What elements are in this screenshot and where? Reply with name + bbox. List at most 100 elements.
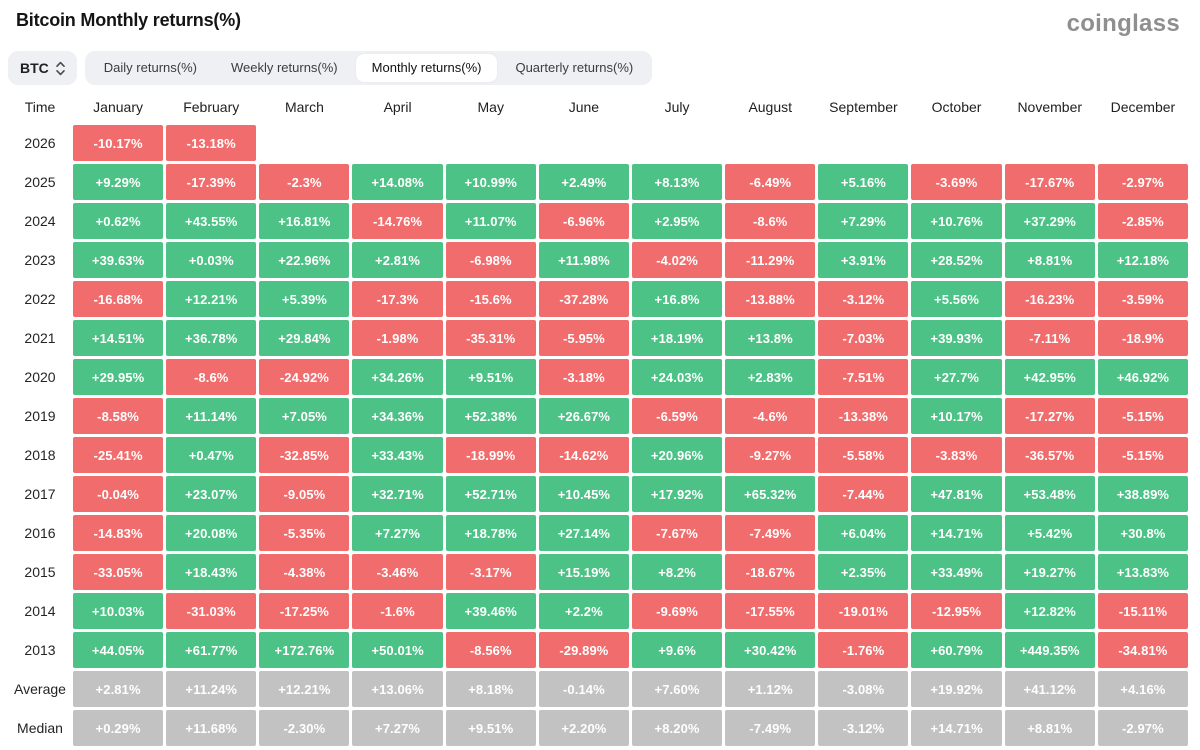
- row-label: 2013: [24, 642, 56, 658]
- table-row-2016: 2016 -14.83% +20.08% -5.35% +7.27% +18.78% +27…: [10, 515, 1188, 551]
- return-cell: +27.14%: [538, 515, 629, 551]
- column-header-october: October: [931, 99, 982, 115]
- return-cell: +36.78%: [166, 320, 257, 356]
- return-cell: +24.03%: [631, 359, 723, 395]
- return-cell: +8.20%: [631, 710, 723, 746]
- row-label: 2025: [24, 174, 56, 190]
- return-cell: +12.18%: [1097, 242, 1188, 278]
- return-cell: +22.96%: [259, 242, 350, 278]
- return-cell: +34.36%: [352, 398, 443, 434]
- return-cell: -24.92%: [259, 359, 350, 395]
- row-label: 2022: [24, 291, 56, 307]
- return-cell: [632, 125, 722, 161]
- row-label: 2023: [24, 252, 56, 268]
- tab-daily-returns[interactable]: Daily returns(%): [103, 60, 197, 76]
- return-cell: -37.28%: [538, 281, 629, 317]
- return-cell: -3.69%: [911, 164, 1002, 200]
- return-cell: -5.95%: [538, 320, 629, 356]
- table-row-2024: 2024 +0.62% +43.55% +16.81% -14.76% +11.07% -6…: [10, 203, 1188, 239]
- return-cell: -35.31%: [445, 320, 536, 356]
- return-cell: -18.67%: [725, 554, 816, 590]
- return-cell: -17.67%: [1004, 164, 1095, 200]
- return-cell: -3.12%: [818, 281, 909, 317]
- return-cell: -1.6%: [352, 593, 443, 629]
- return-cell: -29.89%: [538, 632, 629, 668]
- symbol-select[interactable]: BTC: [8, 51, 77, 85]
- return-cell: +9.6%: [631, 632, 723, 668]
- row-label: 2026: [24, 135, 56, 151]
- return-cell: +7.05%: [259, 398, 350, 434]
- returns-period-tabs: Daily returns(%) Weekly returns(%) Month…: [84, 51, 653, 85]
- table-row-average: Average +2.81% +11.24% +12.21% +13.06% +8.18%…: [10, 671, 1188, 707]
- return-cell: +29.95%: [73, 359, 164, 395]
- table-row-2022: 2022 -16.68% +12.21% +5.39% -17.3% -15.6% -37.…: [10, 281, 1188, 317]
- return-cell: [725, 125, 815, 161]
- return-cell: +26.67%: [538, 398, 629, 434]
- column-header-june: June: [568, 99, 600, 115]
- return-cell: +5.42%: [1004, 515, 1095, 551]
- return-cell: -18.99%: [445, 437, 536, 473]
- return-cell: -2.97%: [1097, 164, 1188, 200]
- row-label: 2018: [24, 447, 56, 463]
- return-cell: +20.96%: [631, 437, 723, 473]
- return-cell: +11.14%: [166, 398, 257, 434]
- return-cell: +65.32%: [725, 476, 816, 512]
- return-cell: +2.49%: [538, 164, 629, 200]
- return-cell: -0.04%: [73, 476, 164, 512]
- return-cell: -3.08%: [818, 671, 909, 707]
- row-label: 2017: [24, 486, 56, 502]
- column-header-time: Time: [24, 99, 56, 115]
- return-cell: -33.05%: [73, 554, 164, 590]
- return-cell: -36.57%: [1004, 437, 1095, 473]
- return-cell: +13.83%: [1097, 554, 1188, 590]
- return-cell: -2.97%: [1097, 710, 1188, 746]
- return-cell: +52.71%: [445, 476, 536, 512]
- return-cell: +16.8%: [631, 281, 723, 317]
- return-cell: -5.15%: [1097, 437, 1188, 473]
- return-cell: +2.83%: [725, 359, 816, 395]
- tab-quarterly-returns[interactable]: Quarterly returns(%): [515, 60, 634, 76]
- column-header-february: February: [183, 99, 240, 115]
- return-cell: +2.81%: [73, 671, 164, 707]
- return-cell: +41.12%: [1004, 671, 1095, 707]
- tab-monthly-returns[interactable]: Monthly returns(%): [355, 54, 498, 82]
- return-cell: +7.60%: [631, 671, 723, 707]
- return-cell: +43.55%: [166, 203, 257, 239]
- return-cell: -7.03%: [818, 320, 909, 356]
- return-cell: +12.21%: [259, 671, 350, 707]
- return-cell: +14.51%: [73, 320, 164, 356]
- return-cell: +50.01%: [352, 632, 443, 668]
- return-cell: -3.17%: [445, 554, 536, 590]
- return-cell: +18.43%: [166, 554, 257, 590]
- return-cell: +0.62%: [73, 203, 164, 239]
- return-cell: +19.92%: [911, 671, 1002, 707]
- return-cell: +14.71%: [911, 710, 1002, 746]
- return-cell: -1.76%: [818, 632, 909, 668]
- return-cell: -9.05%: [259, 476, 350, 512]
- table-row-2023: 2023 +39.63% +0.03% +22.96% +2.81% -6.98% +11.…: [10, 242, 1188, 278]
- return-cell: +33.43%: [352, 437, 443, 473]
- return-cell: +2.20%: [538, 710, 629, 746]
- return-cell: +6.04%: [818, 515, 909, 551]
- return-cell: +0.03%: [166, 242, 257, 278]
- return-cell: +28.52%: [911, 242, 1002, 278]
- return-cell: [818, 125, 908, 161]
- return-cell: +9.51%: [445, 359, 536, 395]
- return-cell: -25.41%: [73, 437, 164, 473]
- table-row-2015: 2015 -33.05% +18.43% -4.38% -3.46% -3.17% +15.…: [10, 554, 1188, 590]
- return-cell: +172.76%: [259, 632, 350, 668]
- return-cell: +12.82%: [1004, 593, 1095, 629]
- column-header-september: September: [829, 99, 898, 115]
- return-cell: +18.78%: [445, 515, 536, 551]
- column-header-december: December: [1110, 99, 1176, 115]
- return-cell: +29.84%: [259, 320, 350, 356]
- row-label: 2014: [24, 603, 56, 619]
- tab-weekly-returns[interactable]: Weekly returns(%): [230, 60, 338, 76]
- row-label: 2024: [24, 213, 56, 229]
- row-label: Average: [14, 681, 66, 697]
- return-cell: +4.16%: [1097, 671, 1188, 707]
- return-cell: -11.29%: [725, 242, 816, 278]
- column-header-january: January: [93, 99, 143, 115]
- return-cell: -2.30%: [259, 710, 350, 746]
- table-header-row: Time January February March April May June Jul…: [10, 95, 1188, 119]
